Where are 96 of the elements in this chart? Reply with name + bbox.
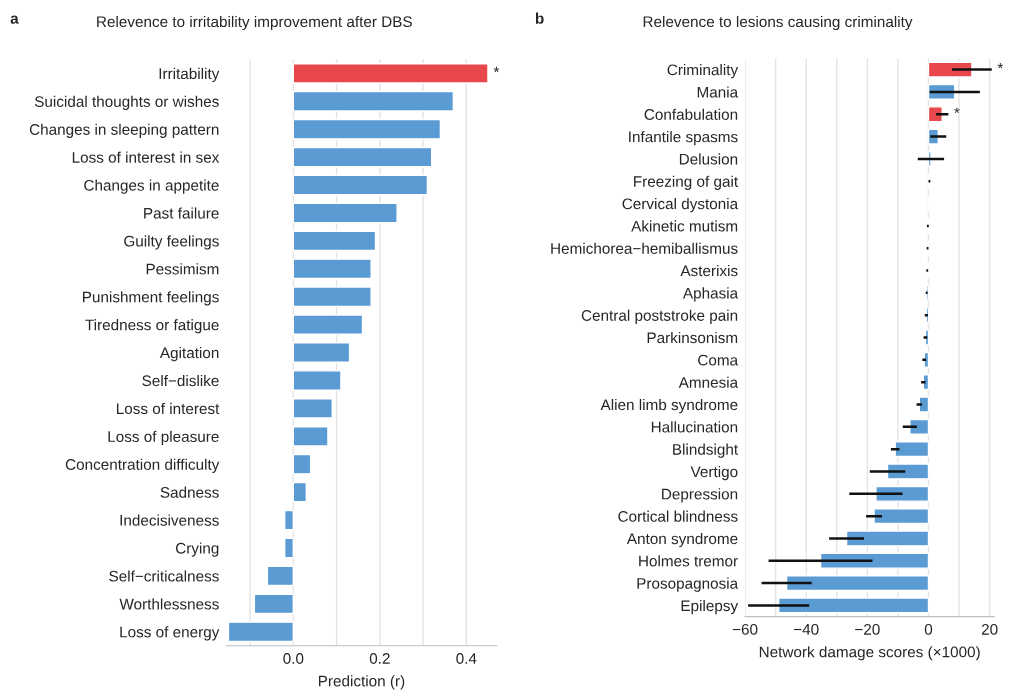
bar [292, 314, 364, 335]
y-tick-label: Worthlessness [119, 598, 219, 610]
bar [283, 509, 295, 531]
bar [292, 202, 398, 224]
y-tick-label: Loss of energy [120, 626, 220, 641]
y-tick-label: Mania [697, 86, 739, 98]
y-tick-label: Suicidal thoughts or wishes [34, 95, 219, 110]
y-tick-label: Hallucination [651, 421, 738, 433]
text: a [10, 15, 19, 24]
chart-title: Relevence to lesions causing criminality [643, 15, 913, 31]
bar [292, 90, 455, 112]
y-tick-label: Sadness [160, 486, 219, 498]
y-tick-label: Amnesia [678, 376, 739, 388]
bar [253, 593, 295, 615]
bar [927, 61, 973, 78]
bar [292, 481, 307, 503]
y-tick-label: Cervical dystonia [622, 198, 739, 213]
bar [292, 146, 433, 168]
text: b [535, 12, 544, 24]
y-tick-label: Indecisiveness [120, 514, 219, 526]
y-tick-label: Central poststroke pain [581, 309, 738, 324]
bar [909, 418, 930, 435]
y-tick-label: Depression [662, 488, 738, 503]
bar [292, 63, 489, 84]
bar [283, 537, 295, 559]
y-tick-label: Cortical blindness [618, 510, 738, 522]
bar [292, 342, 351, 363]
y-tick-label: Self−dislike [142, 374, 219, 387]
bar [292, 370, 342, 391]
x-tick-label: −40 [794, 623, 819, 635]
annotation: * [954, 107, 960, 114]
bar [918, 396, 930, 413]
y-tick-label: Crying [175, 542, 219, 557]
y-tick-label: Infantile spasms [629, 131, 738, 146]
y-tick-label: Prosopagnosia [637, 577, 739, 592]
bar [819, 552, 930, 569]
bar [266, 565, 295, 587]
y-tick-label: Aphasia [682, 287, 739, 302]
bar [777, 597, 930, 614]
y-tick-label: Hemichorea−hemiballismus [551, 242, 738, 254]
bar [292, 174, 429, 196]
y-tick-label: Criminality [667, 64, 739, 79]
bar [292, 258, 372, 280]
bar [785, 575, 930, 592]
y-tick-label: Self−criticalness [109, 570, 219, 582]
x-tick-label: −60 [732, 623, 758, 635]
x-tick-label: −20 [855, 623, 880, 635]
bar [873, 508, 930, 525]
x-tick-label: 0.2 [369, 653, 390, 664]
y-tick-label: Anton syndrome [626, 532, 738, 548]
y-tick-label: Confabulation [644, 108, 738, 120]
bar [927, 106, 943, 123]
y-tick-label: Delusion [679, 153, 738, 165]
y-tick-label: Holmes tremor [639, 555, 738, 567]
x-tick-label: 0.4 [456, 653, 477, 664]
annotation: * [493, 66, 500, 73]
x-tick-label: 20 [981, 623, 998, 635]
bar [292, 118, 442, 140]
x-axis-title: Network damage scores (×1000) [759, 646, 980, 661]
bar [292, 453, 312, 475]
y-tick-label: Past failure [144, 207, 219, 219]
x-tick-label: 0 [924, 623, 933, 635]
y-tick-label: Alien limb syndrome [600, 398, 738, 414]
y-tick-label: Changes in sleeping pattern [29, 123, 219, 138]
y-tick-label: Tiredness or fatigue [85, 319, 219, 334]
y-tick-label: Loss of interest in sex [72, 151, 220, 163]
bar [292, 230, 377, 252]
y-tick-label: Asterixis [680, 265, 738, 277]
y-tick-label: Pessimism [146, 263, 219, 275]
chart-title: Relevence to irritability improvement after DBS [97, 15, 412, 31]
y-tick-label: Freezing of gait [634, 175, 739, 190]
annotation: * [997, 63, 1004, 69]
bar [894, 441, 930, 458]
bar [875, 485, 930, 502]
bar [292, 398, 333, 419]
bar [227, 621, 295, 643]
bar [845, 530, 930, 547]
y-tick-label: Loss of interest [117, 402, 220, 415]
y-tick-label: Loss of pleasure [108, 430, 219, 446]
y-tick-label: Parkinsonism [647, 331, 738, 344]
y-tick-label: Irritability [159, 67, 220, 83]
x-tick-label: 0.0 [283, 653, 304, 664]
y-tick-label: Punishment feelings [83, 291, 219, 306]
y-tick-label: Concentration difficulty [65, 458, 220, 473]
bar [292, 286, 372, 308]
y-tick-label: Agitation [159, 347, 219, 362]
y-tick-label: Epilepsy [681, 599, 739, 615]
y-tick-label: Akinetic mutism [631, 220, 738, 232]
bar [292, 425, 329, 447]
y-tick-label: Guilty feelings [124, 235, 219, 250]
y-tick-label: Blindsight [673, 443, 738, 458]
y-tick-label: Coma [698, 354, 739, 366]
y-tick-label: Vertigo [690, 465, 738, 481]
bar [886, 463, 930, 480]
y-tick-label: Changes in appetite [84, 179, 219, 194]
x-axis-title: Prediction (r) [318, 675, 405, 690]
